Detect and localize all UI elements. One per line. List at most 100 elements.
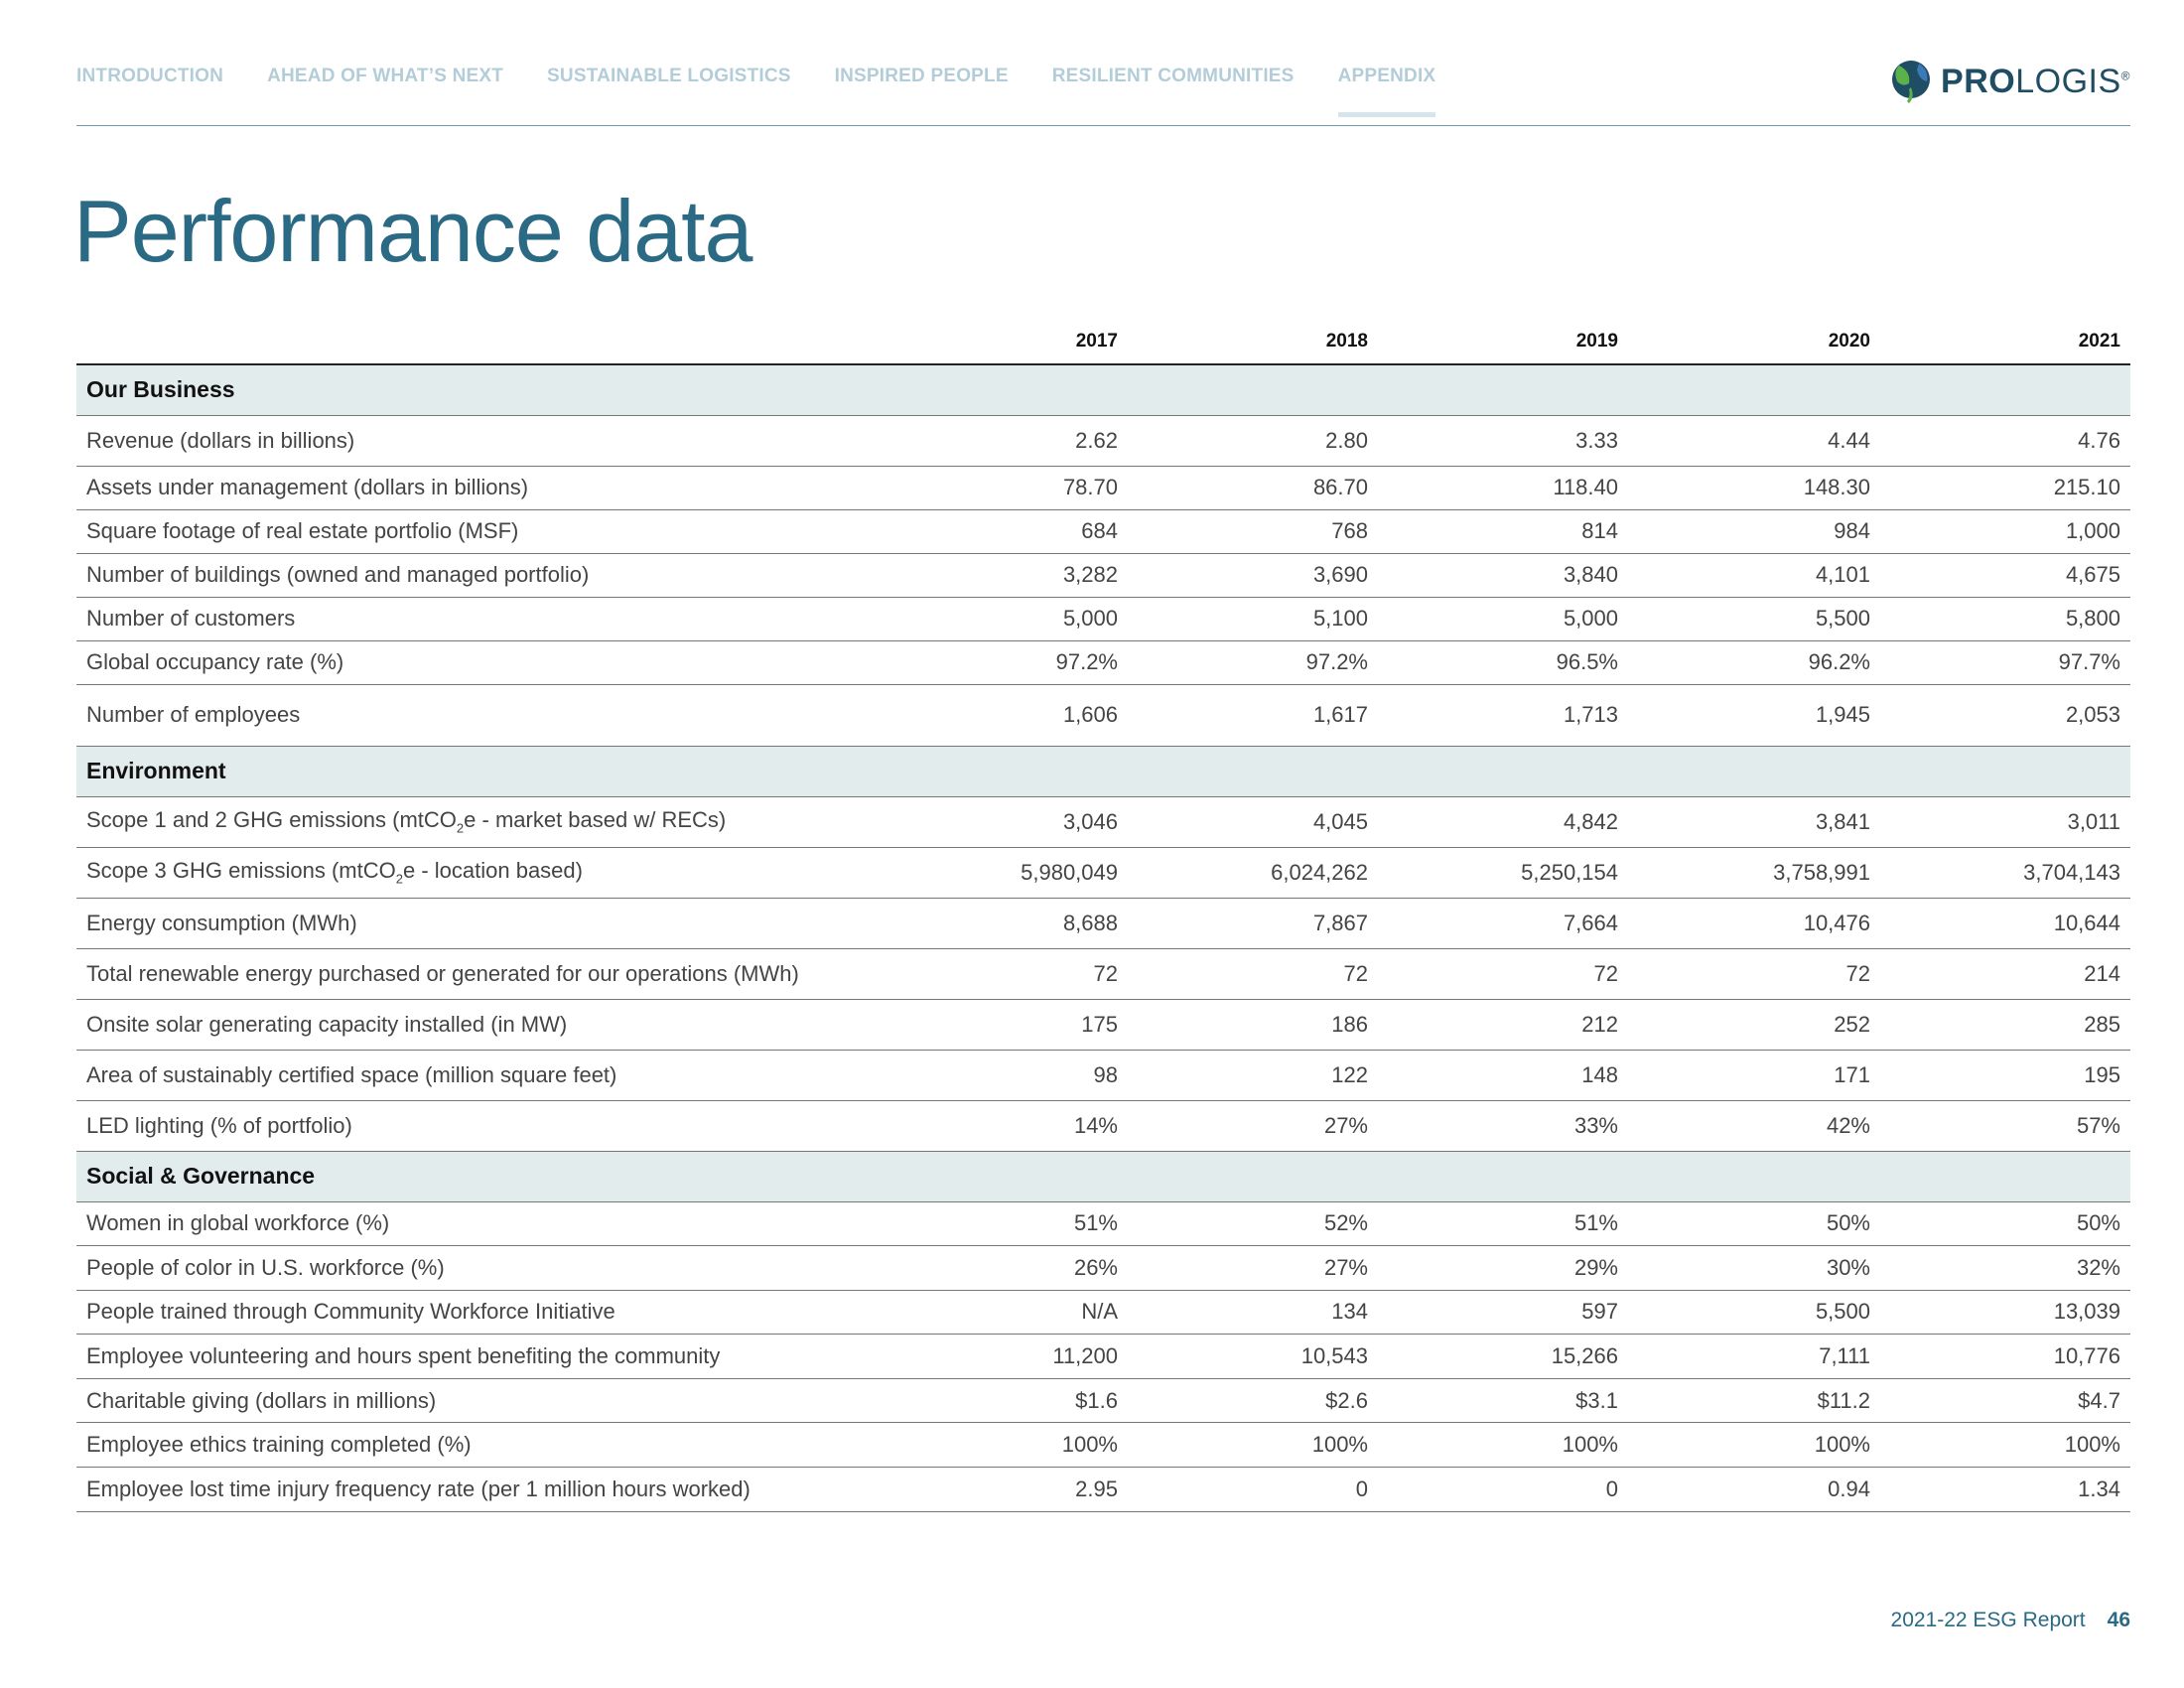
row-label: Employee volunteering and hours spent be… <box>76 1334 874 1379</box>
cell-value: 2,053 <box>1880 684 2130 747</box>
row-label: Number of employees <box>76 684 874 747</box>
cell-value: 1.34 <box>1880 1467 2130 1512</box>
row-label: LED lighting (% of portfolio) <box>76 1100 874 1152</box>
cell-value: 195 <box>1880 1050 2130 1101</box>
row-label: Total renewable energy purchased or gene… <box>76 948 874 1000</box>
label-part: Scope 1 and 2 GHG emissions (mtCO <box>86 807 457 833</box>
cell-value: 72 <box>1128 948 1378 1000</box>
data-row: Scope 3 GHG emissions (mtCO2e - location… <box>76 847 2130 899</box>
cell-value: 3,282 <box>874 553 1128 598</box>
subscript: 2 <box>395 871 403 887</box>
cell-value: 50% <box>1880 1201 2130 1247</box>
cell-value: 5,500 <box>1628 1290 1880 1336</box>
cell-value: 5,250,154 <box>1378 847 1628 899</box>
nav-rule <box>76 125 2130 126</box>
row-label: Assets under management (dollars in bill… <box>76 466 874 510</box>
cell-value: 10,644 <box>1880 898 2130 949</box>
data-row: Number of employees 1,606 1,617 1,713 1,945 2… <box>76 684 2130 747</box>
year-header: 2020 <box>1628 320 1880 365</box>
cell-value: 3,841 <box>1628 796 1880 848</box>
row-label: Charitable giving (dollars in millions) <box>76 1378 874 1424</box>
cell-value: 100% <box>1378 1422 1628 1469</box>
cell-value: 175 <box>874 999 1128 1051</box>
cell-value: 5,980,049 <box>874 847 1128 899</box>
section-row: Social & Governance <box>76 1151 2130 1202</box>
logo-icon <box>1892 61 1931 103</box>
logo-light: LOGIS <box>2015 62 2121 100</box>
data-row: Energy consumption (MWh) 8,688 7,867 7,664 1… <box>76 898 2130 949</box>
cell-value: 4,842 <box>1378 796 1628 848</box>
cell-value: 7,664 <box>1378 898 1628 949</box>
cell-value: 8,688 <box>874 898 1128 949</box>
year-header: 2018 <box>1128 320 1378 365</box>
cell-value: 5,000 <box>1378 597 1628 641</box>
cell-value: 122 <box>1128 1050 1378 1101</box>
logo-text: PROLOGIS® <box>1941 63 2130 101</box>
cell-value: 0.94 <box>1628 1467 1880 1512</box>
row-label: People trained through Community Workfor… <box>76 1290 874 1336</box>
cell-value: 3,704,143 <box>1880 847 2130 899</box>
logo: PROLOGIS® <box>1889 58 2130 105</box>
cell-value: 118.40 <box>1378 466 1628 510</box>
cell-value: 0 <box>1378 1467 1628 1512</box>
cell-value: $1.6 <box>874 1378 1128 1424</box>
row-label: Number of customers <box>76 597 874 641</box>
cell-value: 214 <box>1880 948 2130 1000</box>
data-row: Employee ethics training completed (%) 10… <box>76 1422 2130 1469</box>
cell-value: 285 <box>1880 999 2130 1051</box>
section-title: Social & Governance <box>76 1151 2130 1202</box>
cell-value: $4.7 <box>1880 1378 2130 1424</box>
row-label: Square footage of real estate portfolio … <box>76 509 874 554</box>
data-row: Employee volunteering and hours spent be… <box>76 1334 2130 1379</box>
cell-value: 4,675 <box>1880 553 2130 598</box>
logo-mark: ® <box>2120 69 2130 83</box>
data-row: Scope 1 and 2 GHG emissions (mtCO2e - ma… <box>76 796 2130 848</box>
cell-value: 3.33 <box>1378 415 1628 467</box>
data-row: People of color in U.S. workforce (%) 26%… <box>76 1245 2130 1291</box>
cell-value: 3,011 <box>1880 796 2130 848</box>
cell-value: 72 <box>1378 948 1628 1000</box>
nav-item[interactable]: APPENDIX <box>1337 66 1436 117</box>
cell-value: 7,111 <box>1628 1334 1880 1379</box>
year-header: 2017 <box>874 320 1128 365</box>
data-row: Assets under management (dollars in bill… <box>76 466 2130 510</box>
cell-value: 6,024,262 <box>1128 847 1378 899</box>
data-row: Area of sustainably certified space (mil… <box>76 1050 2130 1101</box>
cell-value: 212 <box>1378 999 1628 1051</box>
cell-value: 78.70 <box>874 466 1128 510</box>
nav-item[interactable]: INSPIRED PEOPLE <box>834 66 1009 86</box>
nav-item[interactable]: RESILIENT COMMUNITIES <box>1051 66 1295 86</box>
cell-value: 814 <box>1378 509 1628 554</box>
cell-value: 32% <box>1880 1245 2130 1291</box>
cell-value: 52% <box>1128 1201 1378 1247</box>
cell-value: 98 <box>874 1050 1128 1101</box>
cell-value: 171 <box>1628 1050 1880 1101</box>
page-number: 46 <box>2107 1609 2130 1631</box>
cell-value: 1,617 <box>1128 684 1378 747</box>
nav-item[interactable]: AHEAD OF WHAT’S NEXT <box>267 66 504 86</box>
page-title: Performance data <box>73 182 752 280</box>
nav-item[interactable]: INTRODUCTION <box>76 66 224 86</box>
cell-value: 14% <box>874 1100 1128 1152</box>
table-body: Our Business Revenue (dollars in billions… <box>76 364 2130 1512</box>
cell-value: 5,000 <box>874 597 1128 641</box>
cell-value: 29% <box>1378 1245 1628 1291</box>
cell-value: 186 <box>1128 999 1378 1051</box>
cell-value: 1,945 <box>1628 684 1880 747</box>
data-table: 2017 2018 2019 2020 2021 Our Business Revenue… <box>76 320 2130 1512</box>
cell-value: 768 <box>1128 509 1378 554</box>
section-row: Environment <box>76 746 2130 797</box>
row-label: Number of buildings (owned and managed p… <box>76 553 874 598</box>
cell-value: 5,800 <box>1880 597 2130 641</box>
cell-value: 148.30 <box>1628 466 1880 510</box>
data-row: Women in global workforce (%) 51% 52% 51% 50… <box>76 1201 2130 1247</box>
cell-value: 100% <box>874 1422 1128 1469</box>
nav-item[interactable]: SUSTAINABLE LOGISTICS <box>547 66 791 86</box>
section-title: Our Business <box>76 364 2130 416</box>
row-label: Energy consumption (MWh) <box>76 898 874 949</box>
cell-value: 100% <box>1628 1422 1880 1469</box>
cell-value: 97.2% <box>1128 640 1378 685</box>
cell-value: 97.2% <box>874 640 1128 685</box>
row-label: Women in global workforce (%) <box>76 1201 874 1247</box>
